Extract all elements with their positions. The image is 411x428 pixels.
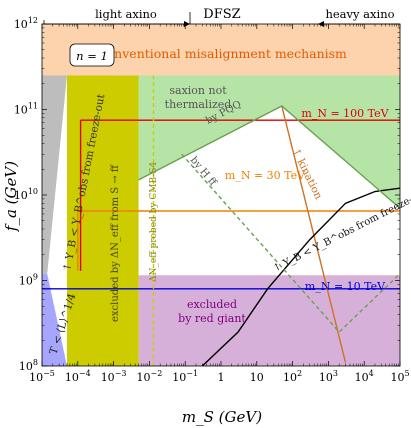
blue-region	[42, 273, 67, 366]
saxion-label-2: thermalized	[165, 98, 232, 111]
model-label: n = 1	[76, 49, 108, 63]
x-tick-label: 10	[250, 371, 264, 384]
regions-layer	[42, 24, 400, 366]
series-h-ff	[181, 153, 400, 334]
red-giant-label-1: excluded	[187, 298, 237, 311]
series-freeze-in	[201, 187, 400, 366]
red-giant-label-2: by red giant	[178, 312, 246, 325]
x-tick-label: 10−5	[29, 369, 55, 384]
dfsz-label: DFSZ	[203, 7, 240, 22]
y-axis-label: f_a (GeV)	[2, 161, 20, 232]
y-tick-label: 1012	[14, 16, 38, 31]
cmbs4-label: ΔN_eff probed by CMB-S4	[149, 162, 159, 282]
neff-region	[67, 75, 139, 366]
series-pqq	[138, 105, 400, 209]
misalignment-region	[42, 24, 400, 76]
freeze-out-region	[42, 75, 67, 274]
x-tick-label: 104	[355, 369, 374, 384]
x-tick-label: 10−4	[65, 369, 91, 384]
saxion-label-1: saxion not	[169, 84, 227, 97]
light-axino-label: light axino	[95, 7, 157, 21]
series-kination	[281, 105, 347, 363]
mn10-label: m_N = 10 TeV	[305, 280, 386, 293]
mn30-label: m_N = 30 TeV	[225, 169, 306, 182]
saxion-region	[138, 75, 400, 209]
freeze-in-label: ↑ Y_B < Y_B^obs from freeze-in	[271, 190, 411, 275]
neff-label: excluded by ΔN_eff from S → ff	[110, 164, 121, 322]
misalignment-label: Conventional misalignment mechanism	[97, 46, 347, 61]
x-tick-label: 1	[218, 371, 225, 384]
series-layer	[42, 75, 400, 366]
x-tick-label: 10−3	[101, 369, 127, 384]
top-header: light axino DFSZ heavy axino	[43, 7, 398, 27]
y-tick-label: 1010	[14, 187, 38, 202]
ticks-layer: 10−5 10−4 10−3 10−2 10−1 1 10 102 103 104 105 108 10…	[14, 16, 410, 384]
model-box: n = 1	[69, 43, 115, 67]
y-tick-label: 1011	[14, 102, 38, 117]
x-tick-label: 10−1	[172, 369, 198, 384]
x-tick-label: 10−2	[137, 369, 163, 384]
y-tick-label: 108	[19, 358, 38, 373]
x-tick-label: 103	[319, 369, 338, 384]
x-tick-label: 102	[283, 369, 302, 384]
y-tick-label: 109	[19, 273, 38, 288]
red-giant-region	[138, 275, 400, 366]
x-axis-label: m_S (GeV)	[182, 408, 262, 426]
mn100-label: m_N = 100 TeV	[301, 107, 389, 120]
ff-label: by H ff	[188, 155, 219, 189]
x-tick-label: 105	[390, 369, 409, 384]
heavy-axino-label: heavy axino	[325, 7, 394, 21]
